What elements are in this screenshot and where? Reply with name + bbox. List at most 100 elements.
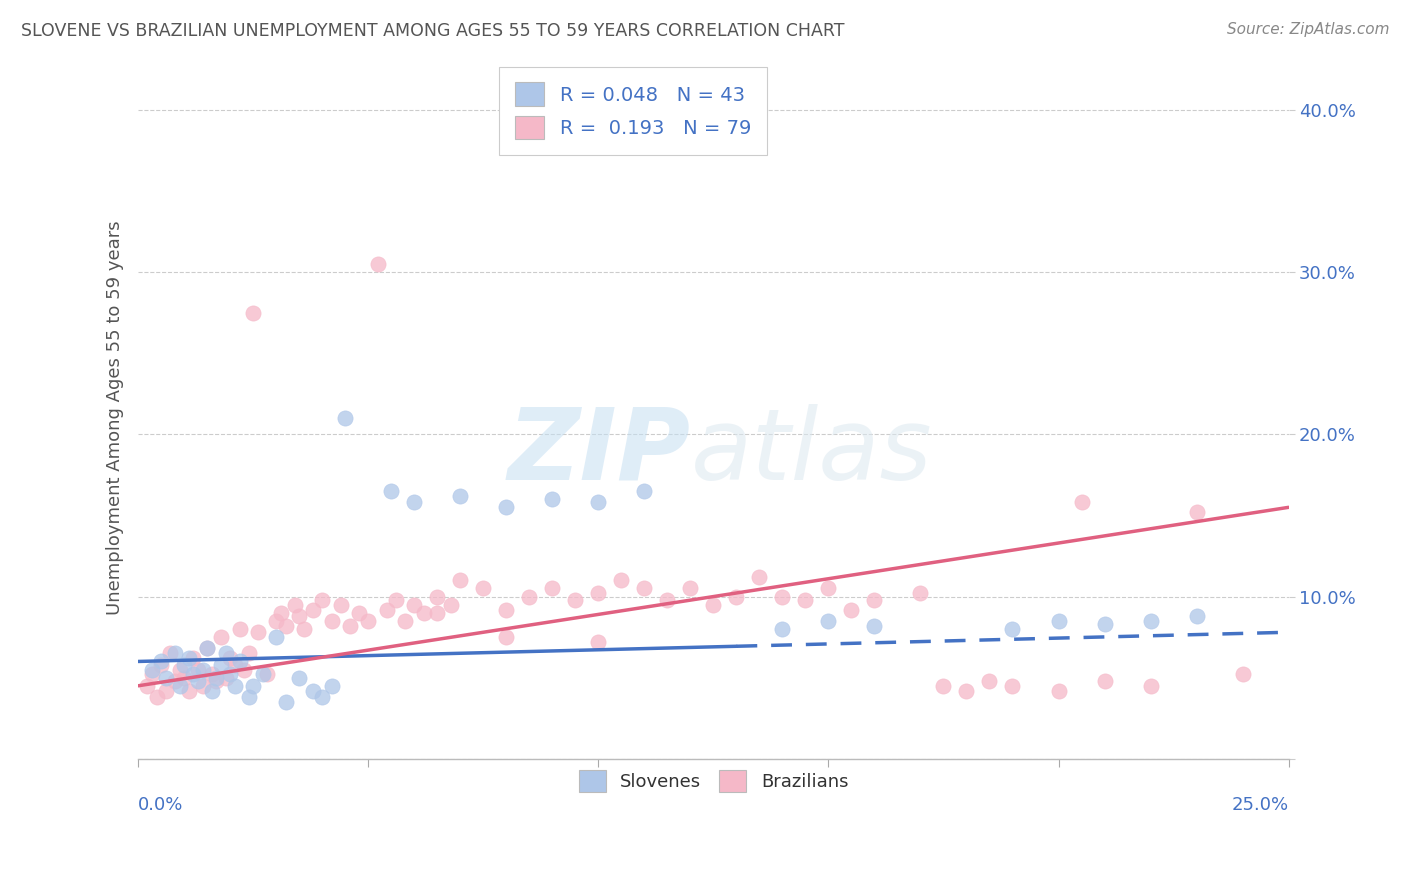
Point	[242, 679, 264, 693]
Point	[412, 606, 434, 620]
Point	[519, 590, 541, 604]
Text: ZIP: ZIP	[508, 404, 690, 500]
Point	[311, 592, 333, 607]
Point	[145, 690, 167, 705]
Point	[209, 657, 232, 672]
Point	[339, 619, 361, 633]
Point	[367, 257, 389, 271]
Point	[426, 606, 449, 620]
Point	[224, 679, 246, 693]
Point	[141, 667, 163, 681]
Text: Source: ZipAtlas.com: Source: ZipAtlas.com	[1226, 22, 1389, 37]
Point	[541, 582, 564, 596]
Point	[385, 592, 408, 607]
Point	[495, 500, 517, 515]
Point	[1185, 505, 1208, 519]
Point	[141, 663, 163, 677]
Point	[588, 635, 610, 649]
Point	[817, 582, 839, 596]
Point	[201, 683, 224, 698]
Point	[329, 598, 352, 612]
Text: SLOVENE VS BRAZILIAN UNEMPLOYMENT AMONG AGES 55 TO 59 YEARS CORRELATION CHART: SLOVENE VS BRAZILIAN UNEMPLOYMENT AMONG …	[21, 22, 845, 40]
Point	[610, 574, 633, 588]
Point	[219, 651, 242, 665]
Point	[380, 484, 402, 499]
Point	[302, 683, 325, 698]
Y-axis label: Unemployment Among Ages 55 to 59 years: Unemployment Among Ages 55 to 59 years	[107, 221, 124, 615]
Point	[770, 590, 793, 604]
Point	[169, 679, 191, 693]
Point	[284, 598, 307, 612]
Point	[770, 622, 793, 636]
Point	[449, 574, 471, 588]
Point	[246, 625, 269, 640]
Point	[357, 614, 380, 628]
Point	[302, 602, 325, 616]
Point	[321, 614, 343, 628]
Point	[169, 663, 191, 677]
Point	[1139, 614, 1161, 628]
Point	[1001, 679, 1024, 693]
Point	[426, 590, 449, 604]
Point	[155, 683, 177, 698]
Point	[266, 614, 288, 628]
Point	[195, 641, 218, 656]
Point	[564, 592, 586, 607]
Point	[1094, 673, 1116, 688]
Point	[394, 614, 416, 628]
Point	[794, 592, 817, 607]
Point	[1047, 683, 1070, 698]
Point	[252, 667, 274, 681]
Text: atlas: atlas	[690, 404, 932, 500]
Point	[841, 602, 863, 616]
Point	[347, 606, 370, 620]
Point	[183, 651, 205, 665]
Point	[288, 671, 311, 685]
Point	[910, 586, 932, 600]
Point	[201, 667, 224, 681]
Point	[173, 671, 195, 685]
Point	[155, 671, 177, 685]
Point	[242, 306, 264, 320]
Point	[375, 602, 398, 616]
Point	[1047, 614, 1070, 628]
Point	[159, 646, 181, 660]
Point	[205, 673, 228, 688]
Point	[219, 667, 242, 681]
Point	[725, 590, 748, 604]
Point	[449, 489, 471, 503]
Point	[183, 667, 205, 681]
Point	[335, 411, 357, 425]
Point	[1070, 495, 1092, 509]
Point	[657, 592, 679, 607]
Point	[1185, 609, 1208, 624]
Point	[256, 667, 278, 681]
Point	[932, 679, 955, 693]
Point	[495, 630, 517, 644]
Point	[191, 679, 214, 693]
Point	[150, 655, 173, 669]
Point	[195, 641, 218, 656]
Point	[292, 622, 315, 636]
Point	[228, 622, 250, 636]
Point	[817, 614, 839, 628]
Point	[165, 673, 187, 688]
Point	[495, 602, 517, 616]
Point	[205, 671, 228, 685]
Point	[136, 679, 159, 693]
Point	[191, 663, 214, 677]
Point	[1232, 667, 1254, 681]
Point	[321, 679, 343, 693]
Point	[238, 646, 260, 660]
Point	[440, 598, 463, 612]
Point	[541, 492, 564, 507]
Point	[1094, 617, 1116, 632]
Point	[588, 586, 610, 600]
Point	[274, 695, 297, 709]
Point	[1139, 679, 1161, 693]
Point	[209, 630, 232, 644]
Point	[270, 606, 292, 620]
Point	[274, 619, 297, 633]
Point	[177, 651, 200, 665]
Point	[702, 598, 724, 612]
